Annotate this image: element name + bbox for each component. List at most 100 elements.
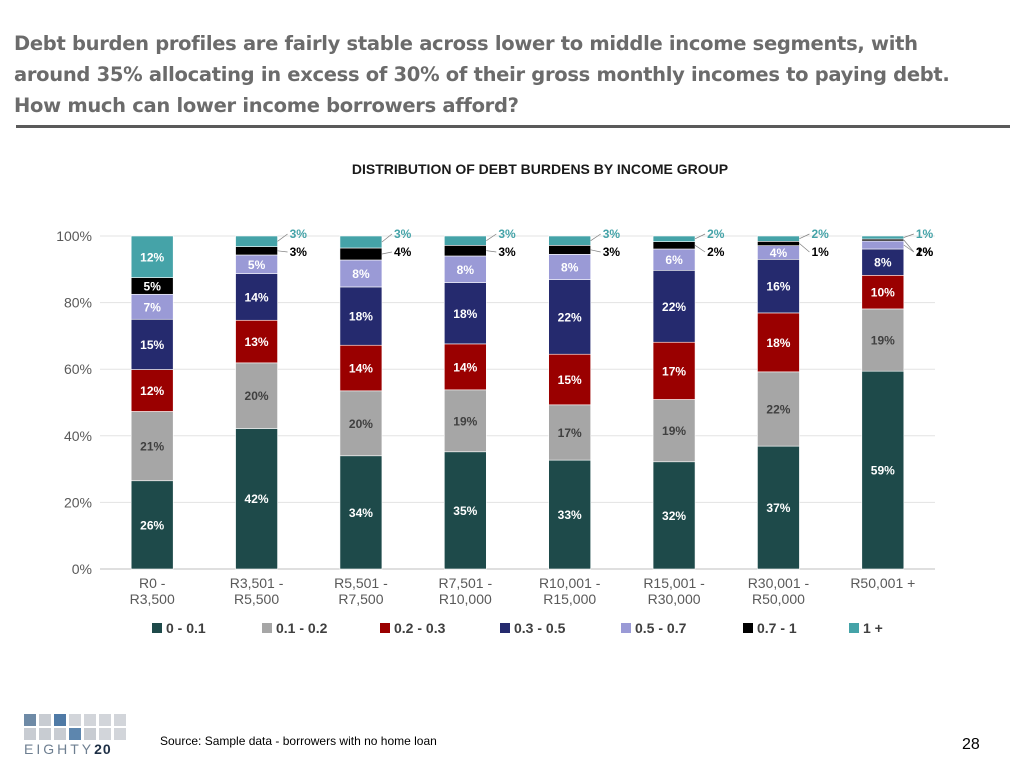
source-note: Source: Sample data - borrowers with no …	[160, 734, 437, 748]
bar-segment	[235, 273, 278, 321]
legend-label: 0 - 0.1	[166, 620, 206, 636]
x-tick-label: R30,001 -	[748, 575, 810, 591]
leader-line	[694, 245, 706, 253]
logo-text-light: EIGHTY	[24, 741, 95, 757]
y-tick-label: 0%	[72, 561, 92, 577]
bar-segment	[339, 286, 383, 346]
data-label: 16%	[766, 280, 790, 294]
data-label: 5%	[144, 279, 162, 293]
data-label: 32%	[662, 509, 686, 523]
data-label: 2%	[916, 245, 934, 259]
leader-line	[381, 233, 393, 243]
bar-segment	[130, 369, 174, 412]
data-label: 8%	[352, 267, 370, 281]
leader-line	[799, 243, 810, 253]
legend-label: 0.2 - 0.3	[394, 620, 446, 636]
bar-segment	[757, 235, 800, 242]
bar-segment	[757, 259, 800, 314]
leader-line	[903, 233, 914, 238]
leader-line	[903, 244, 915, 253]
bar-segment	[339, 344, 383, 392]
bar-segment	[339, 455, 383, 570]
data-label: 12%	[140, 384, 164, 398]
bar-segment	[235, 246, 278, 256]
data-label: 19%	[871, 334, 895, 348]
data-label: 1%	[811, 245, 829, 259]
bar-segment	[444, 389, 487, 453]
bar-segment	[444, 282, 487, 345]
x-tick-label: R15,000	[543, 591, 596, 607]
bar-segment	[548, 459, 591, 570]
bar-segment	[861, 308, 905, 372]
legend-label: 1 +	[863, 620, 883, 636]
bar-segment	[652, 461, 696, 570]
data-label: 8%	[874, 256, 892, 270]
data-label: 18%	[766, 336, 790, 350]
x-tick-label: R15,001 -	[643, 575, 705, 591]
data-label: 5%	[248, 258, 266, 272]
leader-line	[903, 239, 915, 253]
legend-swatch	[500, 623, 510, 633]
x-tick-label: R50,000	[752, 591, 805, 607]
data-label: 3%	[290, 227, 308, 241]
leader-line	[799, 233, 810, 239]
x-tick-label: R0 -	[139, 575, 166, 591]
x-tick-label: R5,500	[234, 591, 279, 607]
x-tick-label: R7,500	[338, 591, 383, 607]
data-label: 18%	[349, 310, 373, 324]
data-label: 4%	[770, 246, 788, 260]
x-tick-label: R5,501 -	[334, 575, 388, 591]
y-tick-label: 80%	[64, 295, 92, 311]
data-label: 22%	[766, 402, 790, 416]
data-label: 4%	[394, 245, 412, 259]
bar-segment	[861, 240, 905, 250]
bar-segment	[548, 353, 591, 406]
bar-segment	[130, 235, 174, 278]
data-label: 17%	[558, 426, 582, 440]
data-label: 1%	[916, 245, 934, 259]
bar-segment	[444, 235, 487, 246]
data-label: 59%	[871, 464, 895, 478]
legend-label: 0.3 - 0.5	[514, 620, 566, 636]
legend-swatch	[849, 623, 859, 633]
bar-segment	[235, 428, 278, 570]
leader-line	[277, 233, 288, 242]
bar-segment	[757, 312, 800, 373]
x-tick-label: R10,001 -	[539, 575, 601, 591]
bar-segment	[757, 371, 800, 447]
bar-segment	[652, 241, 696, 250]
data-label: 34%	[349, 506, 373, 520]
x-tick-label: R3,501 -	[230, 575, 284, 591]
data-label: 2%	[811, 227, 829, 241]
data-label: 10%	[871, 286, 895, 300]
bar-segment	[444, 245, 487, 257]
legend-swatch	[743, 623, 753, 633]
bar-segment	[339, 247, 383, 261]
logo-wordmark: EIGHTY20	[24, 741, 112, 757]
bar-segment	[652, 235, 696, 242]
data-label: 37%	[766, 501, 790, 515]
data-label: 13%	[245, 335, 269, 349]
bar-segment	[130, 318, 174, 370]
bar-segment	[548, 404, 591, 461]
data-label: 20%	[245, 389, 269, 403]
bar-segment	[652, 269, 696, 343]
bar-segment	[757, 445, 800, 570]
data-label: 7%	[144, 300, 162, 314]
bar-segment	[548, 245, 591, 255]
bar-segment	[339, 259, 383, 288]
legend-swatch	[152, 623, 162, 633]
bar-segment	[235, 319, 278, 364]
data-label: 2%	[707, 245, 725, 259]
data-label: 35%	[453, 504, 477, 518]
data-label: 19%	[662, 424, 686, 438]
data-label: 3%	[290, 245, 308, 259]
bar-segment	[235, 362, 278, 429]
data-label: 14%	[245, 290, 269, 304]
leader-line	[277, 250, 288, 253]
page-number: 28	[962, 736, 980, 753]
x-tick-label: R30,000	[648, 591, 701, 607]
bar-segment	[130, 480, 174, 570]
bar-segment	[861, 248, 905, 276]
headline-line-2: around 35% allocating in excess of 30% o…	[14, 63, 950, 86]
